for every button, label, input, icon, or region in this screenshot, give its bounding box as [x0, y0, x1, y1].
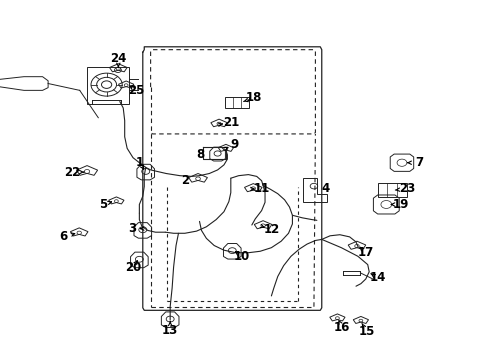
Text: 9: 9	[230, 138, 238, 150]
Text: 8: 8	[196, 148, 204, 161]
Text: 1: 1	[136, 156, 143, 169]
Text: 4: 4	[321, 183, 329, 195]
Text: 16: 16	[333, 321, 350, 334]
Text: 3: 3	[128, 222, 136, 235]
Text: 6: 6	[60, 230, 67, 243]
Text: 12: 12	[263, 223, 279, 236]
Text: 20: 20	[124, 261, 141, 274]
Text: 14: 14	[368, 271, 385, 284]
Text: 25: 25	[127, 84, 144, 97]
Text: 23: 23	[398, 183, 414, 195]
Text: 19: 19	[392, 198, 408, 211]
Text: 10: 10	[233, 250, 250, 263]
Text: 13: 13	[162, 324, 178, 337]
Text: 18: 18	[245, 91, 262, 104]
Text: 21: 21	[222, 116, 239, 129]
Text: 2: 2	[181, 174, 188, 187]
Text: 22: 22	[64, 166, 81, 179]
Text: 17: 17	[357, 246, 373, 259]
Text: 5: 5	[99, 198, 106, 211]
Text: 24: 24	[110, 52, 126, 65]
Text: 11: 11	[253, 183, 269, 195]
Text: 7: 7	[415, 156, 423, 169]
Text: 15: 15	[358, 325, 374, 338]
